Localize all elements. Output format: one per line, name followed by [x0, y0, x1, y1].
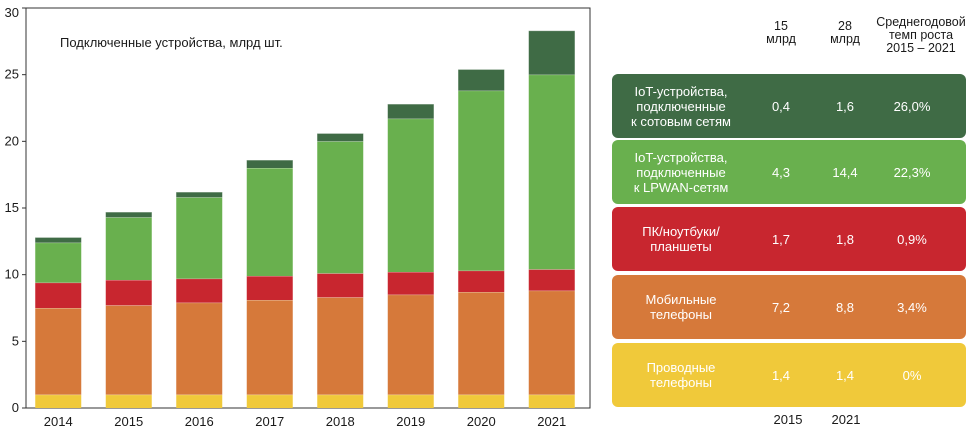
bar-segment-2016-s3	[176, 197, 223, 279]
y-tick-label: 20	[5, 133, 19, 148]
bar-segment-2017-s1	[246, 300, 293, 395]
bar-segment-2019-s1	[387, 294, 434, 395]
row-label: IoT-устройства, подключенные к LPWAN-сет…	[633, 149, 729, 195]
row-value-v2021: 8,8	[835, 299, 855, 315]
row-value-cagr: 26,0%	[893, 98, 931, 114]
bar-segment-2014-s4	[35, 237, 82, 243]
bar-segment-2020-s1	[458, 292, 505, 395]
bar-segment-2016-s1	[176, 302, 223, 395]
row-label: Проводные телефоны	[646, 360, 716, 390]
row-label: Мобильные телефоны	[645, 292, 717, 322]
bar-segment-2021-s3	[528, 74, 575, 270]
bar-segment-2020-s2	[458, 270, 505, 292]
bar-segment-2016-s4	[176, 192, 223, 198]
bar-segment-2018-s3	[317, 141, 364, 274]
bar-segment-2021-s1	[528, 290, 575, 395]
bar-segment-2019-s3	[387, 118, 434, 273]
row-label: IoT-устройства, подключенные к сотовым с…	[631, 83, 731, 129]
header-2015-total: 15 млрд	[766, 19, 796, 46]
bar-segment-2016-s2	[176, 278, 223, 303]
table-row: IoT-устройства, подключенные к LPWAN-сет…	[612, 140, 966, 204]
bar-segment-2017-s4	[246, 160, 293, 168]
y-tick-label: 25	[5, 67, 19, 82]
bar-segment-2014-s2	[35, 282, 82, 308]
x-tick-label: 2020	[467, 414, 496, 428]
table-row: Проводные телефоны 1,4 1,4 0%	[612, 343, 966, 407]
bars-group	[35, 30, 575, 408]
bar-segment-2017-s3	[246, 168, 293, 276]
x-tick-label: 2017	[255, 414, 284, 428]
bar-segment-2016-s0	[176, 394, 223, 408]
bar-segment-2017-s0	[246, 394, 293, 408]
row-value-cagr: 3,4%	[897, 299, 927, 315]
table-row: IoT-устройства, подключенные к сотовым с…	[612, 74, 966, 138]
y-tick-label: 10	[5, 267, 19, 282]
row-value-cagr: 0,9%	[897, 231, 927, 247]
x-axis: 2014 2015 2016 2017 2018 2019 2020 2021	[44, 414, 566, 428]
bar-segment-2020-s4	[458, 69, 505, 91]
bar-segment-2015-s1	[105, 305, 152, 395]
header-2021-total: 28 млрд	[830, 19, 860, 46]
bar-segment-2020-s3	[458, 90, 505, 271]
x-tick-label: 2021	[537, 414, 566, 428]
row-value-v2015: 0,4	[771, 98, 791, 114]
table-row: Мобильные телефоны 7,2 8,8 3,4%	[612, 275, 966, 339]
y-tick-label: 0	[12, 400, 19, 415]
y-tick-label: 30	[5, 5, 19, 20]
row-value-v2021: 1,8	[835, 231, 855, 247]
y-axis: 0 5 10 15 20 25 30	[5, 5, 26, 415]
row-value-cagr: 22,3%	[893, 164, 931, 180]
row-value-v2021: 14,4	[832, 164, 858, 180]
row-value-v2015: 7,2	[771, 299, 791, 315]
bar-segment-2019-s2	[387, 272, 434, 295]
x-tick-label: 2016	[185, 414, 214, 428]
bar-segment-2020-s0	[458, 394, 505, 408]
y-tick-label: 5	[12, 333, 19, 348]
x-tick-label: 2018	[326, 414, 355, 428]
bar-segment-2021-s4	[528, 30, 575, 75]
footer-year-2021: 2021	[831, 412, 861, 427]
bar-segment-2014-s1	[35, 308, 82, 395]
x-tick-label: 2015	[114, 414, 143, 428]
row-value-v2021: 1,6	[835, 98, 855, 114]
row-value-v2015: 4,3	[771, 164, 791, 180]
bar-segment-2017-s2	[246, 276, 293, 300]
x-tick-label: 2014	[44, 414, 73, 428]
bar-segment-2014-s3	[35, 242, 82, 283]
row-value-v2015: 1,7	[771, 231, 791, 247]
bar-segment-2018-s4	[317, 133, 364, 142]
bar-segment-2015-s4	[105, 212, 152, 218]
bar-segment-2015-s0	[105, 394, 152, 408]
bar-segment-2018-s1	[317, 297, 364, 395]
row-label: ПК/ноутбуки/ планшеты	[642, 224, 720, 254]
row-value-v2021: 1,4	[835, 367, 855, 383]
bar-segment-2021-s0	[528, 394, 575, 408]
x-tick-label: 2019	[396, 414, 425, 428]
y-tick-label: 15	[5, 200, 19, 215]
bar-segment-2018-s2	[317, 273, 364, 298]
bar-segment-2014-s0	[35, 394, 82, 408]
table-row: ПК/ноутбуки/ планшеты 1,7 1,8 0,9%	[612, 207, 966, 271]
row-value-v2015: 1,4	[771, 367, 791, 383]
footer-year-2015: 2015	[773, 412, 803, 427]
bar-segment-2015-s3	[105, 217, 152, 280]
bar-segment-2019-s0	[387, 394, 434, 408]
row-value-cagr: 0%	[902, 367, 922, 383]
bar-segment-2021-s2	[528, 269, 575, 291]
bar-segment-2015-s2	[105, 280, 152, 306]
bar-segment-2018-s0	[317, 394, 364, 408]
header-cagr: Среднегодовой темп роста 2015 – 2021	[876, 15, 966, 55]
chart-title: Подключенные устройства, млрд шт.	[60, 35, 283, 50]
bar-segment-2019-s4	[387, 104, 434, 119]
